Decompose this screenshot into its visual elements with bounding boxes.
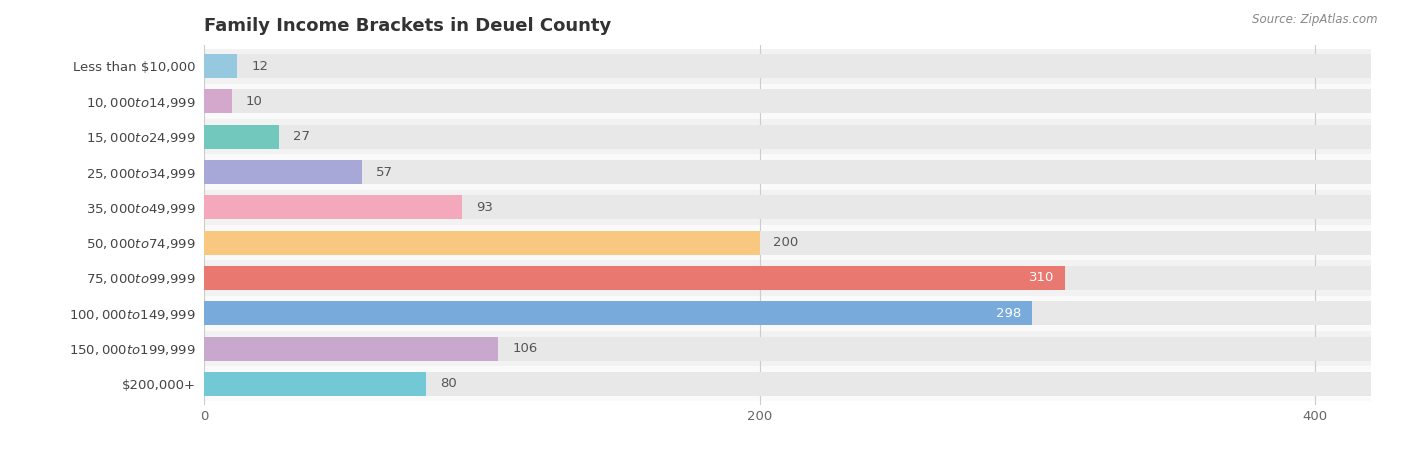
Bar xyxy=(204,231,759,255)
Bar xyxy=(204,49,1371,84)
Bar xyxy=(204,119,1371,154)
Bar xyxy=(204,225,1371,260)
Bar xyxy=(204,266,1066,290)
Bar xyxy=(204,125,278,149)
Bar xyxy=(204,90,1371,113)
Bar xyxy=(204,160,363,184)
Bar xyxy=(204,331,1371,366)
Bar xyxy=(204,260,1371,296)
Bar xyxy=(204,160,1371,184)
Text: 12: 12 xyxy=(252,60,269,73)
Bar xyxy=(204,125,1371,149)
Bar xyxy=(204,54,238,78)
Text: 10: 10 xyxy=(246,95,263,108)
Bar xyxy=(204,337,1371,360)
Bar xyxy=(204,190,1371,225)
Text: 106: 106 xyxy=(512,342,537,355)
Bar xyxy=(204,366,1371,401)
Text: 27: 27 xyxy=(292,130,309,143)
Bar xyxy=(204,231,1371,255)
Bar xyxy=(204,372,1371,396)
Text: Family Income Brackets in Deuel County: Family Income Brackets in Deuel County xyxy=(204,17,612,35)
Bar xyxy=(204,301,1032,325)
Text: 80: 80 xyxy=(440,377,457,390)
Text: 93: 93 xyxy=(477,201,494,214)
Bar xyxy=(204,195,1371,219)
Text: 310: 310 xyxy=(1029,271,1054,284)
Bar xyxy=(204,84,1371,119)
Text: 298: 298 xyxy=(995,307,1021,320)
Bar xyxy=(204,372,426,396)
Bar xyxy=(204,90,232,113)
Text: 57: 57 xyxy=(377,166,394,179)
Bar xyxy=(204,296,1371,331)
Bar xyxy=(204,154,1371,190)
Text: Source: ZipAtlas.com: Source: ZipAtlas.com xyxy=(1253,14,1378,27)
Bar xyxy=(204,301,1371,325)
Bar xyxy=(204,337,498,360)
Bar xyxy=(204,195,463,219)
Bar xyxy=(204,54,1371,78)
Text: 200: 200 xyxy=(773,236,799,249)
Bar xyxy=(204,266,1371,290)
